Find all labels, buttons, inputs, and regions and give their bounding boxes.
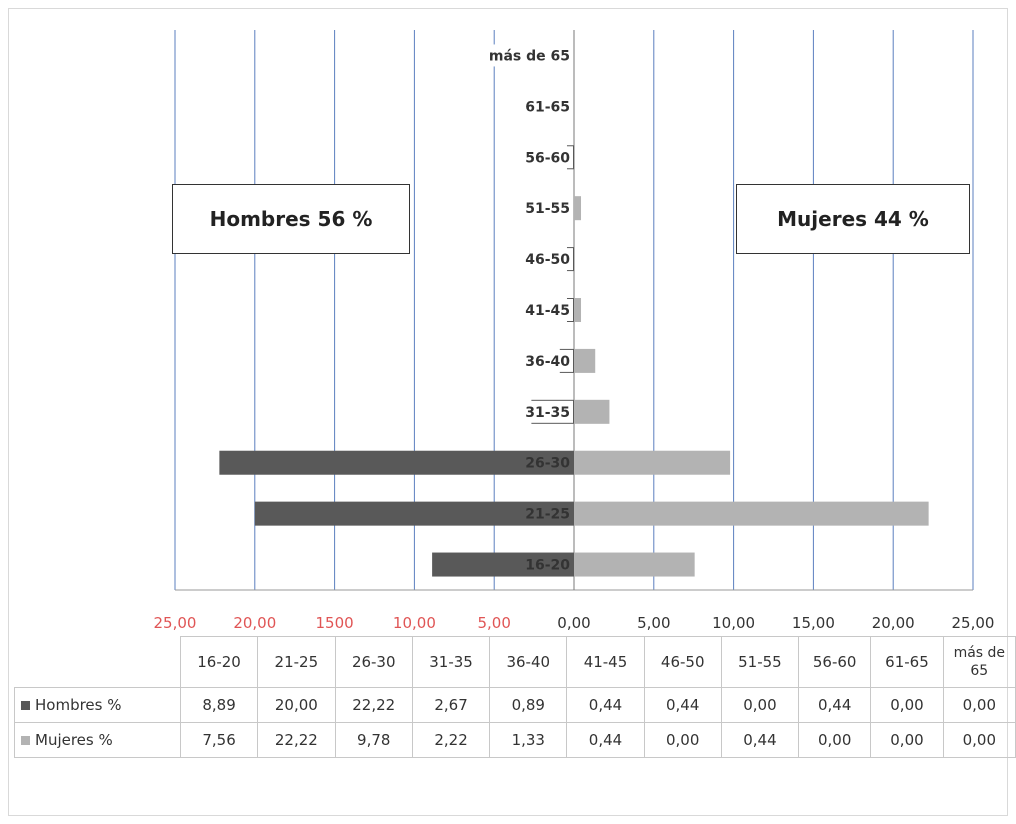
table-cell-1-1: 22,22 [257, 722, 336, 758]
table-header-4: 36-40 [489, 636, 568, 688]
x-tick-label-7: 10,00 [712, 614, 755, 632]
annotation-mujeres: Mujeres 44 % [736, 184, 970, 254]
table-cell-1-0: 7,56 [179, 722, 259, 758]
table-cell-0-1: 20,00 [257, 687, 336, 723]
table-corner [15, 637, 181, 688]
category-label-8: 56-60 [525, 150, 570, 166]
x-tick-label-3: 10,00 [393, 614, 436, 632]
table-cell-1-7: 0,44 [720, 722, 800, 758]
category-label-bg-9 [522, 95, 573, 118]
table-header-7: 51-55 [720, 636, 800, 688]
category-label-1: 21-25 [525, 507, 570, 523]
category-label-bg-5 [522, 299, 573, 321]
bar-hombres-16-20 [432, 552, 574, 577]
category-label-4: 36-40 [525, 354, 570, 370]
x-tick-label-9: 20,00 [872, 614, 915, 632]
bar-mujeres-31-35 [574, 399, 610, 424]
annotation-hombres: Hombres 56 % [172, 184, 410, 254]
x-tick-label-5: 0,00 [557, 614, 590, 632]
table-header-9: 61-65 [870, 636, 944, 688]
category-label-7: 51-55 [525, 201, 570, 217]
annotation-hombres-text: Hombres 56 % [209, 207, 373, 231]
table-cell-0-9: 0,00 [870, 687, 944, 723]
bar-hombres-26-30 [219, 450, 574, 475]
bar-mujeres-41-45 [574, 298, 582, 322]
table-cell-0-7: 0,00 [720, 687, 800, 723]
category-label-10: más de 65 [489, 48, 570, 64]
bar-mujeres-21-25 [574, 501, 929, 526]
legend-label-0: Hombres % [35, 696, 122, 714]
table-cell-0-10: 0,00 [942, 687, 1016, 723]
table-cell-1-8: 0,00 [798, 722, 872, 758]
category-label-bg-8 [522, 146, 573, 169]
x-tick-label-1: 20,00 [233, 614, 276, 632]
table-cell-0-4: 0,89 [489, 687, 568, 723]
table-header-row: 16-20 21-25 26-30 31-35 36-40 41-45 46-50 51-55… [15, 636, 1016, 688]
table-cell-0-6: 0,44 [643, 687, 722, 723]
x-tick-label-0: 25,00 [154, 614, 197, 632]
table-cell-1-3: 2,22 [411, 722, 491, 758]
legend-label-1: Mujeres % [35, 731, 113, 749]
table-cell-0-5: 0,44 [566, 687, 645, 723]
table-header-5: 41-45 [566, 636, 645, 688]
table-cell-1-2: 9,78 [334, 722, 413, 758]
annotation-mujeres-text: Mujeres 44 % [777, 207, 929, 231]
x-tick-label-8: 15,00 [792, 614, 835, 632]
legend-swatch-1 [21, 736, 30, 745]
bar-mujeres-16-20 [574, 552, 695, 577]
chart-frame [8, 8, 1008, 816]
table-row: Hombres % 8,89 20,00 22,22 2,67 0,89 0,44 0,44 0… [14, 687, 1016, 723]
category-label-5: 41-45 [525, 303, 570, 319]
table-header-0: 16-20 [179, 636, 259, 688]
x-tick-label-10: 25,00 [952, 614, 995, 632]
category-label-bg-3 [522, 400, 573, 423]
table-header-6: 46-50 [643, 636, 722, 688]
category-label-0: 16-20 [525, 558, 570, 574]
table-body: Hombres % 8,89 20,00 22,22 2,67 0,89 0,44 0,44 0… [14, 687, 1016, 758]
category-label-bg-4 [522, 349, 573, 372]
table-header-10: más de 65 [942, 636, 1016, 688]
table-cell-1-4: 1,33 [489, 722, 568, 758]
x-tick-label-4: 5,00 [477, 614, 510, 632]
x-tick-label-6: 5,00 [637, 614, 670, 632]
bar-mujeres-36-40 [574, 348, 596, 373]
bar-mujeres-26-30 [574, 450, 731, 475]
table-cell-0-2: 22,22 [334, 687, 413, 723]
table-header-3: 31-35 [411, 636, 491, 688]
x-axis-ticks: 25,00 20,00 1500 10,00 5,00 0,00 5,00 10,00 15,0… [154, 614, 995, 632]
legend-swatch-0 [21, 701, 30, 710]
table-cell-0-0: 8,89 [179, 687, 259, 723]
bar-hombres-21-25 [254, 501, 575, 526]
population-pyramid-chart: 16-20 21-25 26-30 31-35 36-40 41-45 46-50 51-55… [154, 30, 995, 632]
category-labels: 16-20 21-25 26-30 31-35 36-40 41-45 46-50 51-55… [485, 44, 573, 574]
table-cell-1-6: 0,00 [643, 722, 722, 758]
x-tick-label-2: 1500 [316, 614, 354, 632]
category-label-bg-10 [485, 44, 573, 67]
table-cell-0-3: 2,67 [411, 687, 491, 723]
category-label-9: 61-65 [525, 99, 570, 115]
table-cell-1-10: 0,00 [942, 722, 1016, 758]
table-header-1: 21-25 [257, 636, 336, 688]
category-label-bg-6 [522, 248, 573, 271]
data-table: 16-20 21-25 26-30 31-35 36-40 41-45 46-50 51-55… [14, 636, 1016, 758]
category-label-2: 26-30 [525, 456, 570, 472]
table-cell-1-5: 0,44 [566, 722, 645, 758]
table-cell-0-8: 0,44 [798, 687, 872, 723]
table-row-label-0: Hombres % [14, 687, 181, 723]
table-header-2: 26-30 [334, 636, 413, 688]
table-cell-1-9: 0,00 [870, 722, 944, 758]
category-label-bg-7 [522, 197, 573, 220]
table-header-8: 56-60 [798, 636, 872, 688]
table-row-label-1: Mujeres % [14, 722, 181, 758]
table-row: Mujeres % 7,56 22,22 9,78 2,22 1,33 0,44 0,00 0,… [14, 722, 1016, 758]
category-label-6: 46-50 [525, 252, 570, 268]
category-label-3: 31-35 [525, 405, 570, 421]
bar-mujeres-51-55 [574, 196, 582, 221]
